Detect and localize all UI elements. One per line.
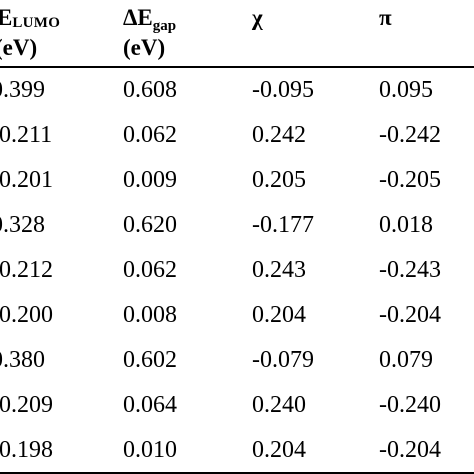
table-cell: 0.008 <box>123 302 177 328</box>
table-cell: 0.380 <box>0 347 45 373</box>
header-egap-subscript: gap <box>152 18 177 34</box>
table-cell: 0.399 <box>0 77 45 103</box>
table-cell: -0.240 <box>379 392 441 418</box>
table-row: -0.201 0.009 0.205 -0.205 <box>0 158 474 203</box>
table-cell: -0.212 <box>0 257 53 283</box>
bottom-rule <box>0 472 474 474</box>
table-cell: -0.200 <box>0 302 53 328</box>
header-elumo-subscript: LUMO <box>12 15 61 31</box>
header-egap-symbol: ΔE <box>123 5 153 30</box>
table-row: 0.399 0.608 -0.095 0.095 <box>0 68 474 113</box>
table-cell: 0.062 <box>123 122 177 148</box>
table-cell: 0.620 <box>123 212 177 238</box>
table-cell: 0.064 <box>123 392 177 418</box>
table-header: ELUMO (eV) ΔEgap (eV) χ π <box>0 0 474 66</box>
table-cell: 0.204 <box>252 302 306 328</box>
table-cell: -0.079 <box>252 347 314 373</box>
table-cell: -0.204 <box>379 437 441 463</box>
table-cell: -0.198 <box>0 437 53 463</box>
table-cell: 0.608 <box>123 77 177 103</box>
table-cell: -0.209 <box>0 392 53 418</box>
table-cell: 0.240 <box>252 392 306 418</box>
table-row: -0.198 0.010 0.204 -0.204 <box>0 428 474 473</box>
table-row: -0.212 0.062 0.243 -0.243 <box>0 248 474 293</box>
table-cell: -0.211 <box>0 122 53 148</box>
table-cell: 0.205 <box>252 167 306 193</box>
table-cell: -0.242 <box>379 122 441 148</box>
table-cell: 0.018 <box>379 212 433 238</box>
table-row: 0.328 0.620 -0.177 0.018 <box>0 203 474 248</box>
table-row: 0.380 0.602 -0.079 0.079 <box>0 338 474 383</box>
table-cell: 0.242 <box>252 122 306 148</box>
header-elumo-symbol: E <box>0 5 13 30</box>
table-cell: -0.095 <box>252 77 314 103</box>
table-cell: -0.177 <box>252 212 314 238</box>
header-elumo-unit: (eV) <box>0 35 38 60</box>
table-cell: 0.243 <box>252 257 306 283</box>
table-row: -0.209 0.064 0.240 -0.240 <box>0 383 474 428</box>
header-egap-unit: (eV) <box>123 35 166 60</box>
table-cell: -0.201 <box>0 167 53 193</box>
table-cell: 0.602 <box>123 347 177 373</box>
table-cell: 0.095 <box>379 77 433 103</box>
header-pi-symbol: π <box>379 5 392 30</box>
table-row: -0.200 0.008 0.204 -0.204 <box>0 293 474 338</box>
table-cell: -0.205 <box>379 167 441 193</box>
table-cell: 0.079 <box>379 347 433 373</box>
header-rule <box>0 66 474 68</box>
table-cell: 0.009 <box>123 167 177 193</box>
table-cell: -0.204 <box>379 302 441 328</box>
table-cell: 0.062 <box>123 257 177 283</box>
table-row: -0.211 0.062 0.242 -0.242 <box>0 113 474 158</box>
table-cell: -0.243 <box>379 257 441 283</box>
table-cell: 0.204 <box>252 437 306 463</box>
table-cell: 0.328 <box>0 212 45 238</box>
table-cell: 0.010 <box>123 437 177 463</box>
header-chi-symbol: χ <box>252 5 263 30</box>
